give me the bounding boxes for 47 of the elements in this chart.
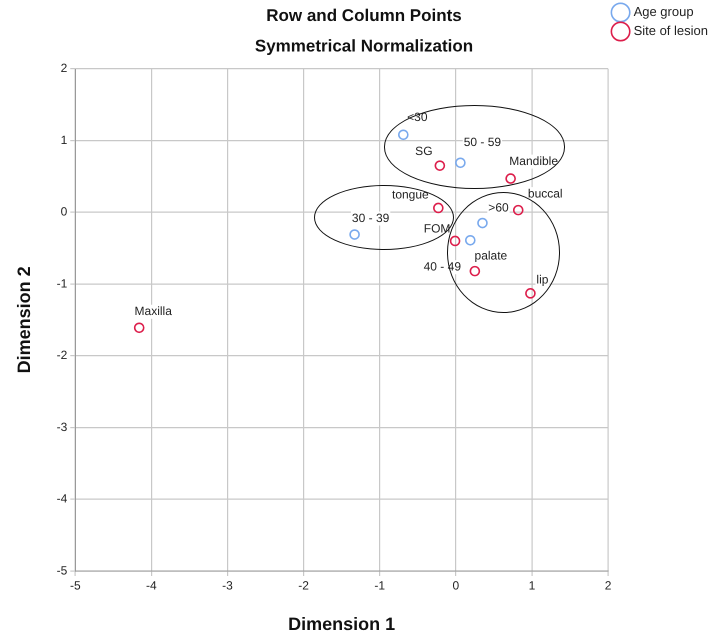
x-axis-title: Dimension 1 xyxy=(288,614,396,634)
x-tick-label: -3 xyxy=(222,578,234,593)
legend-label: Site of lesion xyxy=(634,23,708,38)
point xyxy=(512,204,524,216)
annotation: buccal xyxy=(528,186,563,200)
y-tick-label: -1 xyxy=(56,276,68,290)
x-tick-label: -4 xyxy=(146,578,158,593)
annotation: 50 - 59 xyxy=(464,135,502,150)
annotation: tongue xyxy=(392,187,430,202)
point xyxy=(398,130,409,140)
y-axis-title: Dimension 2 xyxy=(14,266,34,374)
point xyxy=(434,160,446,171)
annotation: >60 xyxy=(488,200,509,214)
point xyxy=(525,288,536,299)
chart-subtitle: Symmetrical Normalization xyxy=(254,36,474,56)
annotation: lip xyxy=(536,272,549,287)
y-tick-label: -5 xyxy=(56,563,68,578)
x-tick-label: 1 xyxy=(528,578,536,593)
y-tick-label: -2 xyxy=(56,348,68,362)
y-tick-label: 0 xyxy=(60,204,68,219)
x-tick-label: 2 xyxy=(604,578,612,593)
y-tick-label: 1 xyxy=(60,132,68,147)
annotation: FOM xyxy=(424,221,450,236)
x-tick-label: 0 xyxy=(452,578,460,593)
point xyxy=(470,266,480,276)
point xyxy=(349,229,360,240)
annotation: Maxilla xyxy=(134,304,172,318)
point xyxy=(477,218,488,228)
annotation: <30 xyxy=(407,110,428,124)
point xyxy=(505,173,516,184)
point xyxy=(134,322,145,334)
x-tick-label: -5 xyxy=(70,578,81,593)
point xyxy=(455,157,466,168)
y-tick-label: -4 xyxy=(56,492,68,506)
y-tick-label: 2 xyxy=(60,61,68,76)
point xyxy=(465,234,476,246)
annotation: Mandible xyxy=(509,154,558,168)
annotation: palate xyxy=(474,248,508,262)
annotation: SG xyxy=(415,144,433,158)
point xyxy=(450,236,460,246)
point xyxy=(433,202,444,214)
legend-label: Age group xyxy=(634,4,694,20)
y-tick-label: -3 xyxy=(56,420,68,434)
x-tick-label: -1 xyxy=(374,578,386,593)
chart-title: Row and Column Points xyxy=(266,6,462,25)
x-tick-label: -2 xyxy=(298,578,310,593)
annotation: 30 - 39 xyxy=(352,210,390,225)
